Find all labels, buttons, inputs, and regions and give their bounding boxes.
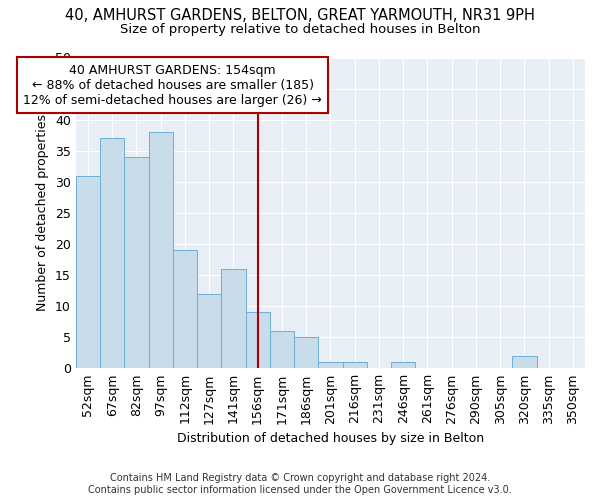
Text: 40, AMHURST GARDENS, BELTON, GREAT YARMOUTH, NR31 9PH: 40, AMHURST GARDENS, BELTON, GREAT YARMO… xyxy=(65,8,535,22)
Bar xyxy=(245,312,270,368)
Text: Contains HM Land Registry data © Crown copyright and database right 2024.
Contai: Contains HM Land Registry data © Crown c… xyxy=(88,474,512,495)
Bar xyxy=(100,138,124,368)
Bar xyxy=(221,269,245,368)
Bar xyxy=(512,356,536,368)
Bar xyxy=(124,157,149,368)
Bar xyxy=(173,250,197,368)
Y-axis label: Number of detached properties: Number of detached properties xyxy=(37,114,49,312)
Bar xyxy=(270,331,294,368)
Bar xyxy=(318,362,343,368)
Bar xyxy=(294,337,318,368)
Text: 40 AMHURST GARDENS: 154sqm
← 88% of detached houses are smaller (185)
12% of sem: 40 AMHURST GARDENS: 154sqm ← 88% of deta… xyxy=(23,64,322,106)
Bar xyxy=(391,362,415,368)
Bar xyxy=(197,294,221,368)
X-axis label: Distribution of detached houses by size in Belton: Distribution of detached houses by size … xyxy=(177,432,484,445)
Bar xyxy=(76,176,100,368)
Bar xyxy=(343,362,367,368)
Text: Size of property relative to detached houses in Belton: Size of property relative to detached ho… xyxy=(120,22,480,36)
Bar xyxy=(149,132,173,368)
